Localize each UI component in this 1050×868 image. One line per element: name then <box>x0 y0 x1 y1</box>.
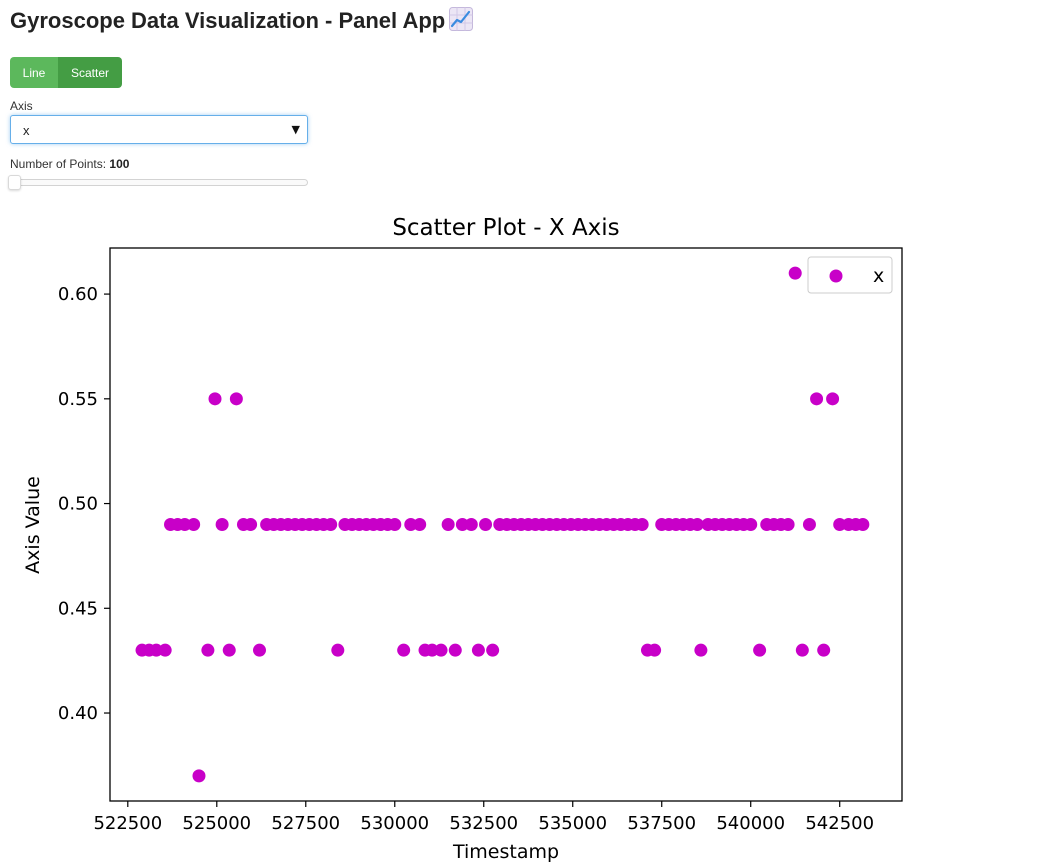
x-tick-label: 530000 <box>360 813 429 834</box>
scatter-point <box>817 643 831 657</box>
scatter-chart: Scatter Plot - X Axis 522500 525000 527500… <box>22 215 903 863</box>
scatter-point <box>244 518 258 531</box>
y-tick-label: 0.55 <box>58 389 98 410</box>
scatter-point <box>744 518 758 531</box>
scatter-point <box>795 643 809 657</box>
legend-label: x <box>873 265 884 287</box>
scatter-point <box>192 769 206 783</box>
scatter-point <box>464 518 478 531</box>
points-slider-label-text: Number of Points: <box>10 157 107 171</box>
scatter-point <box>222 643 236 657</box>
points-slider-handle[interactable] <box>8 175 21 190</box>
chart-increasing-icon <box>449 7 474 31</box>
scatter-point <box>201 643 215 657</box>
scatter-point <box>215 518 229 531</box>
x-axis-label: Timestamp <box>452 841 559 863</box>
scatter-point <box>149 643 163 657</box>
scatter-point <box>635 518 649 531</box>
scatter-point <box>448 643 462 657</box>
y-axis-ticks: 0.40 0.45 0.50 0.55 0.60 <box>58 284 110 724</box>
scatter-point <box>455 518 469 531</box>
y-tick-label: 0.60 <box>58 284 98 305</box>
scatter-point <box>158 643 172 657</box>
y-tick-label: 0.45 <box>58 598 98 619</box>
scatter-point <box>229 392 243 406</box>
scatter-point <box>425 643 439 657</box>
scatter-point <box>648 643 662 657</box>
scatter-point <box>178 518 192 531</box>
scatter-point <box>434 643 448 657</box>
app-title: Gyroscope Data Visualization - Panel App <box>10 6 474 36</box>
scatter-point <box>471 643 485 657</box>
scatter-point <box>388 518 402 531</box>
scatter-point <box>694 643 708 657</box>
scatter-point <box>781 518 795 531</box>
x-tick-label: 525000 <box>182 813 251 834</box>
scatter-point <box>324 518 338 531</box>
scatter-point <box>856 518 870 531</box>
chart-title: Scatter Plot - X Axis <box>392 215 619 241</box>
scatter-toggle-button[interactable]: Scatter <box>58 57 122 88</box>
scatter-point <box>826 392 840 406</box>
points-slider-label: Number of Points: 100 <box>10 157 129 171</box>
x-tick-label: 542500 <box>805 813 874 834</box>
legend-box <box>807 256 893 294</box>
x-tick-label: 522500 <box>93 813 162 834</box>
axis-select-value: x <box>23 123 30 138</box>
scatter-point <box>404 518 418 531</box>
axis-select-label: Axis <box>10 99 33 113</box>
x-tick-label: 532500 <box>449 813 518 834</box>
scatter-point <box>479 518 493 531</box>
x-tick-label: 535000 <box>538 813 607 834</box>
plot-type-toggle: Line Scatter <box>10 57 122 88</box>
points-slider-track[interactable] <box>10 179 308 186</box>
x-tick-label: 537500 <box>627 813 696 834</box>
chevron-down-icon: ▼ <box>291 123 300 136</box>
line-toggle-button[interactable]: Line <box>10 57 58 88</box>
scatter-point <box>788 266 802 280</box>
axis-select[interactable]: x ▼ <box>10 115 308 144</box>
scatter-point <box>397 643 411 657</box>
chart-legend: x <box>807 256 893 294</box>
app-title-text: Gyroscope Data Visualization - Panel App <box>10 8 446 33</box>
legend-marker <box>829 269 843 283</box>
scatter-point <box>253 643 267 657</box>
scatter-point <box>413 518 427 531</box>
y-tick-label: 0.40 <box>58 703 98 724</box>
x-tick-label: 527500 <box>271 813 340 834</box>
scatter-point <box>441 518 455 531</box>
data-points <box>135 266 870 783</box>
points-slider-value: 100 <box>109 157 130 171</box>
y-tick-label: 0.50 <box>58 494 98 515</box>
y-axis-label: Axis Value <box>22 476 44 574</box>
scatter-point <box>208 392 222 406</box>
scatter-point <box>833 518 847 531</box>
scatter-point <box>810 392 824 406</box>
scatter-point <box>187 518 201 531</box>
scatter-point <box>753 643 767 657</box>
x-axis-ticks: 522500 525000 527500 530000 532500 535000 5375… <box>93 801 874 834</box>
scatter-point <box>690 518 704 531</box>
scatter-point <box>802 518 816 531</box>
scatter-point <box>486 643 500 657</box>
scatter-point <box>331 643 345 657</box>
x-tick-label: 540000 <box>716 813 785 834</box>
